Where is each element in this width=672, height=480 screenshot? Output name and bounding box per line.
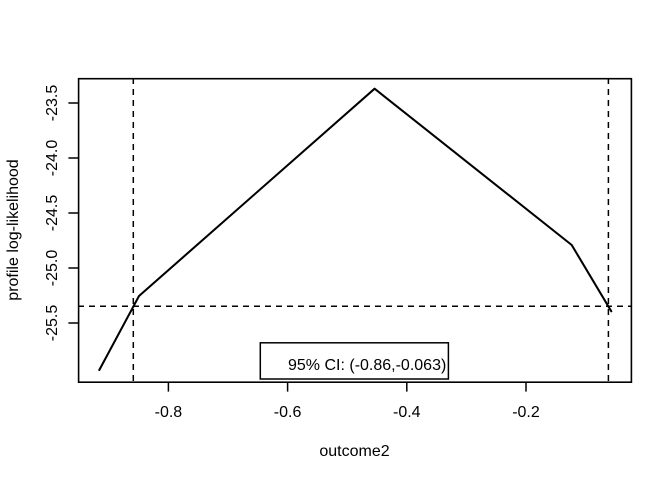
svg-text:-25.5: -25.5 (44, 305, 61, 342)
svg-text:95% CI: (-0.86,-0.063): 95% CI: (-0.86,-0.063) (288, 357, 446, 374)
svg-text:profile log-likelihood: profile log-likelihood (5, 159, 22, 300)
svg-text:-0.6: -0.6 (274, 404, 302, 421)
svg-text:-24.5: -24.5 (44, 195, 61, 232)
svg-text:outcome2: outcome2 (319, 443, 389, 460)
svg-text:-0.8: -0.8 (155, 404, 183, 421)
svg-text:-23.5: -23.5 (44, 85, 61, 122)
svg-text:-25.0: -25.0 (44, 250, 61, 287)
svg-text:-0.4: -0.4 (393, 404, 421, 421)
svg-text:-0.2: -0.2 (512, 404, 540, 421)
svg-text:-24.0: -24.0 (44, 140, 61, 177)
